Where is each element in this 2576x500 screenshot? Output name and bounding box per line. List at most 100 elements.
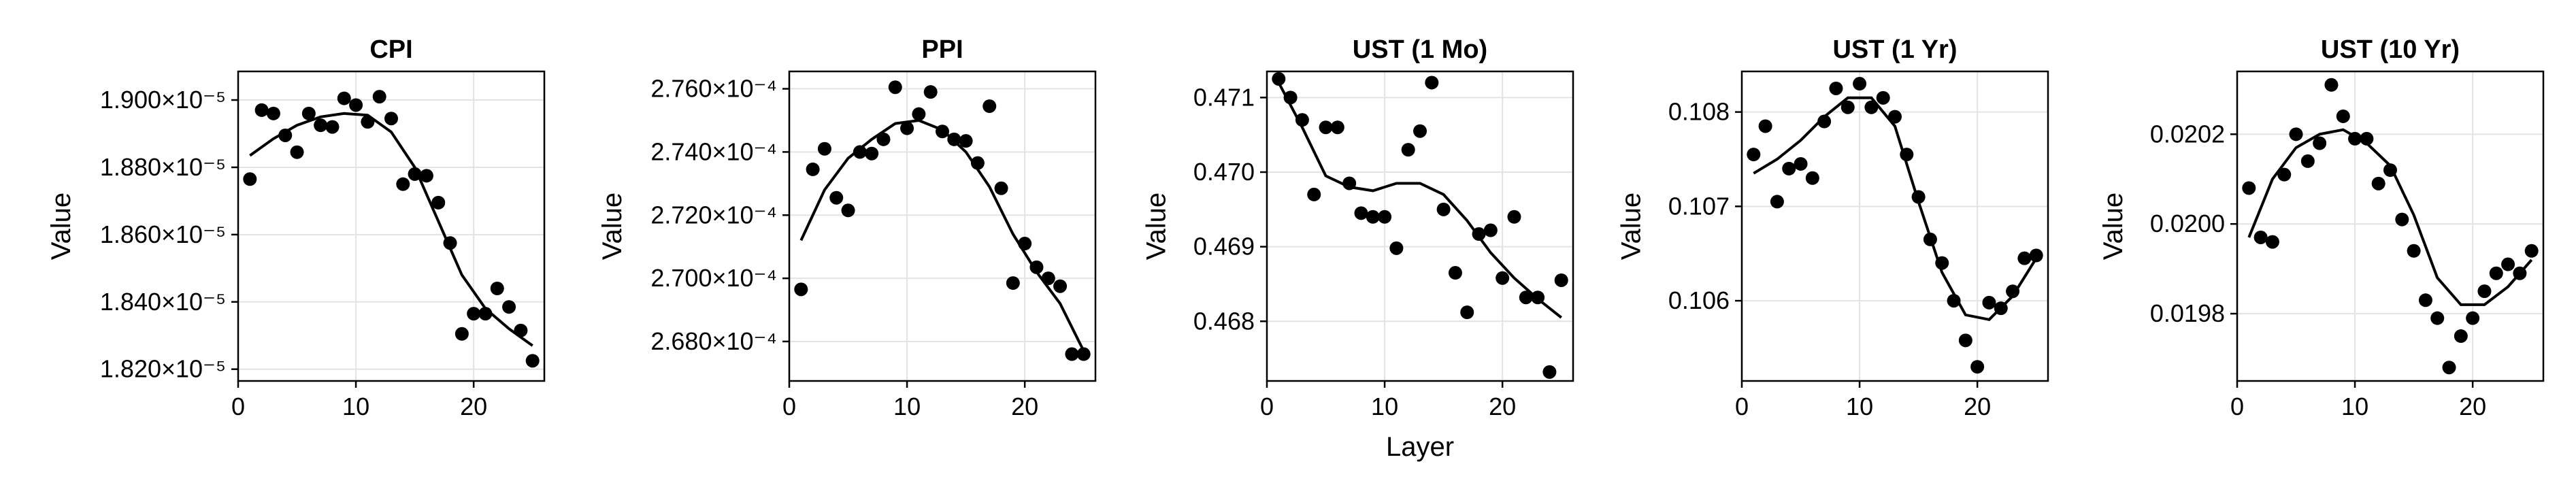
data-point xyxy=(1029,260,1044,274)
data-point xyxy=(1864,100,1879,114)
data-point xyxy=(936,124,949,139)
y-tick-label: 2.680×10⁻⁴ xyxy=(650,327,777,355)
data-point xyxy=(525,354,540,368)
y-tick-label: 0.108 xyxy=(1668,98,1730,126)
data-point xyxy=(1840,100,1855,114)
data-point xyxy=(1448,266,1462,280)
y-tick-label: 0.0202 xyxy=(2150,120,2225,148)
x-tick-label: 10 xyxy=(893,393,921,420)
y-tick-label: 1.880×10⁻⁵ xyxy=(100,153,226,181)
data-point xyxy=(1794,156,1808,171)
data-point xyxy=(1531,290,1545,305)
x-tick-label: 0 xyxy=(2230,393,2244,420)
data-point xyxy=(1817,114,1832,129)
data-point xyxy=(431,195,446,210)
data-point xyxy=(947,132,961,146)
data-point xyxy=(2418,293,2432,307)
y-axis-label: Value xyxy=(46,193,76,260)
data-point xyxy=(841,203,855,218)
data-point xyxy=(1272,71,1286,86)
data-point xyxy=(490,281,504,295)
data-point xyxy=(254,103,269,117)
data-point xyxy=(865,146,879,161)
data-point xyxy=(1006,276,1020,290)
data-point xyxy=(900,121,914,135)
data-point xyxy=(1283,90,1298,105)
data-point xyxy=(478,307,493,321)
data-point xyxy=(2277,167,2292,182)
data-point xyxy=(2017,251,2032,265)
data-point xyxy=(2265,235,2279,249)
data-point xyxy=(1758,119,1772,133)
fit-line xyxy=(2247,128,2533,306)
data-point xyxy=(853,145,867,159)
x-tick-label: 0 xyxy=(1260,393,1274,420)
data-point xyxy=(2442,361,2456,375)
data-point xyxy=(1018,237,1032,251)
data-point xyxy=(1053,279,1068,293)
x-tick-label: 20 xyxy=(1489,393,1516,420)
y-tick-label: 0.107 xyxy=(1668,192,1730,220)
y-axis-label: Value xyxy=(597,193,627,260)
data-point xyxy=(970,156,985,170)
data-point xyxy=(2348,131,2362,146)
subplot-5: 0 10 20 0.0198 0.0200 0.0202 UST (10 Yr) Value xyxy=(2098,35,2545,420)
data-point xyxy=(806,162,820,176)
data-point xyxy=(1519,290,1533,305)
data-point xyxy=(994,181,1008,195)
data-point xyxy=(1342,176,1357,190)
y-tick-label: 0.471 xyxy=(1193,83,1255,111)
data-point xyxy=(888,80,902,95)
data-point xyxy=(1507,210,1521,224)
data-point xyxy=(2454,329,2468,344)
y-tick-label: 0.0200 xyxy=(2150,210,2225,237)
data-point xyxy=(337,91,351,105)
x-tick-label: 10 xyxy=(1371,393,1398,420)
data-point xyxy=(2477,284,2492,299)
plot-frame xyxy=(1266,70,1574,382)
y-tick-label: 2.740×10⁻⁴ xyxy=(650,137,777,165)
data-point xyxy=(959,134,973,148)
data-point xyxy=(1425,76,1439,90)
data-point xyxy=(2289,127,2303,141)
data-point xyxy=(2029,248,2043,263)
data-point xyxy=(455,327,469,341)
data-point xyxy=(2489,266,2503,280)
data-point xyxy=(1805,171,1819,185)
data-point xyxy=(1307,187,1321,201)
chart-title: UST (10 Yr) xyxy=(2321,35,2460,64)
y-tick-label: 0.468 xyxy=(1193,307,1255,335)
data-point xyxy=(2524,244,2539,258)
data-point xyxy=(1366,210,1380,224)
data-point xyxy=(1401,143,1415,157)
x-tick-label: 20 xyxy=(1011,393,1038,420)
data-point xyxy=(2300,154,2315,168)
data-point xyxy=(1472,227,1486,241)
data-point xyxy=(1378,210,1392,224)
data-point xyxy=(1829,81,1843,95)
data-point xyxy=(1982,295,1996,310)
data-point xyxy=(2407,244,2421,258)
fit-line xyxy=(799,118,1085,352)
data-point xyxy=(2395,212,2409,227)
subplot-2: 0 10 20 2.680×10⁻⁴ 2.700×10⁻⁴ 2.720×10⁻⁴ 2.740… xyxy=(597,35,1097,420)
y-axis-label: Value xyxy=(1617,193,1647,260)
data-point xyxy=(1041,271,1055,286)
x-tick-label: 0 xyxy=(782,393,796,420)
y-tick-label: 1.820×10⁻⁵ xyxy=(100,355,226,383)
data-point xyxy=(408,167,422,181)
data-point xyxy=(2324,78,2339,92)
data-point xyxy=(982,99,997,114)
x-tick-label: 10 xyxy=(1846,393,1873,420)
plot-frame xyxy=(2236,70,2545,382)
y-tick-label: 2.720×10⁻⁴ xyxy=(650,201,777,229)
data-point xyxy=(372,90,386,104)
data-point xyxy=(876,132,891,146)
data-point xyxy=(2253,230,2268,244)
y-tick-label: 1.900×10⁻⁵ xyxy=(100,86,226,114)
data-point xyxy=(923,85,938,99)
data-point xyxy=(443,236,457,250)
chart-title: PPI xyxy=(921,35,963,64)
y-tick-label: 0.106 xyxy=(1668,286,1730,314)
